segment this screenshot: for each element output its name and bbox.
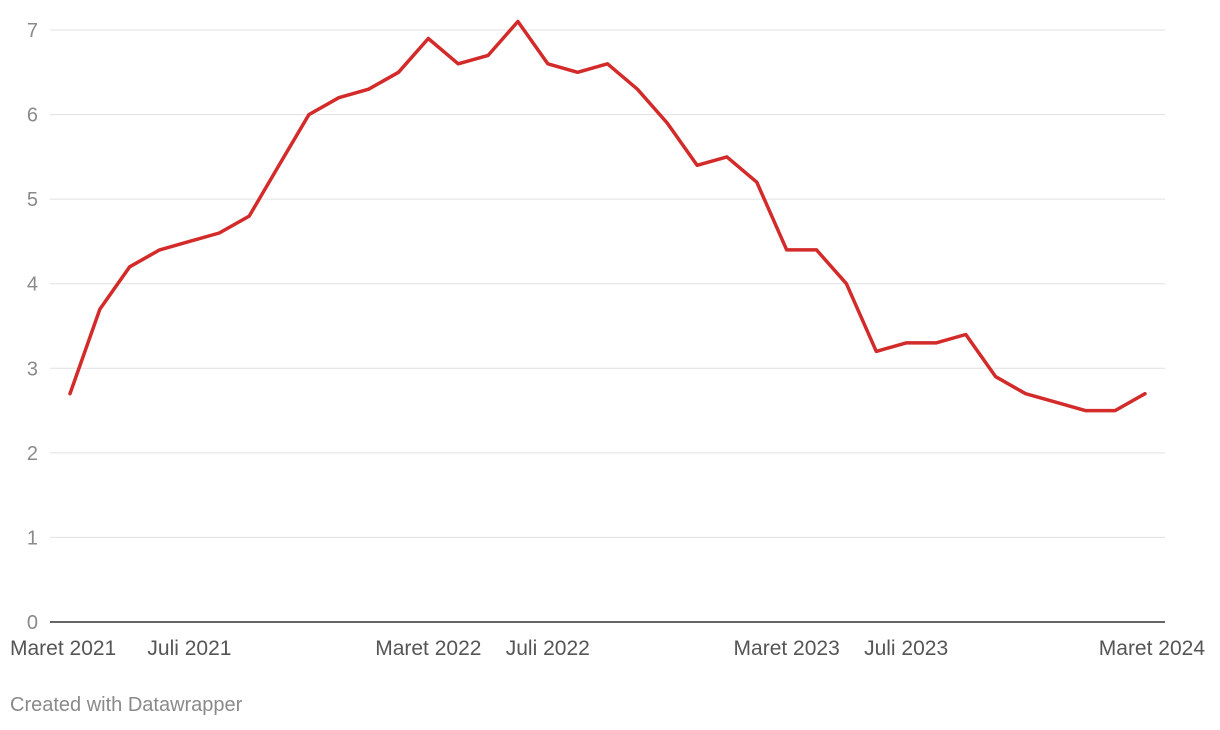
gridlines	[50, 29, 1165, 538]
y-tick-label: 0	[27, 612, 38, 634]
y-tick-label: 3	[27, 358, 38, 380]
y-axis-tick-labels: 0 1 2 3 4 5 6 7	[27, 20, 38, 634]
x-tick-label: Maret 2021	[10, 637, 116, 660]
x-tick-label: Maret 2023	[734, 637, 840, 660]
x-tick-label: Juli 2023	[864, 637, 948, 660]
series-line	[68, 19, 1147, 413]
y-tick-label: 2	[27, 443, 38, 465]
x-tick-label: Juli 2021	[147, 637, 231, 660]
line-chart: 0 1 2 3 4 5 6 7 Maret 2021 Juli 2021 Maret 2022 Ju…	[10, 19, 1205, 660]
footer-credit: Created with Datawrapper	[10, 694, 243, 716]
x-axis-tick-labels: Maret 2021 Juli 2021 Maret 2022 Juli 2022 Ma…	[10, 637, 1205, 660]
y-tick-label: 6	[27, 105, 38, 127]
y-tick-label: 4	[27, 274, 38, 296]
y-tick-label: 5	[27, 189, 38, 211]
series-group	[68, 19, 1147, 413]
y-tick-label: 7	[27, 20, 38, 42]
y-tick-label: 1	[27, 527, 38, 549]
x-tick-label: Juli 2022	[506, 637, 590, 660]
x-tick-label: Maret 2024	[1099, 637, 1206, 660]
x-tick-label: Maret 2022	[375, 637, 481, 660]
